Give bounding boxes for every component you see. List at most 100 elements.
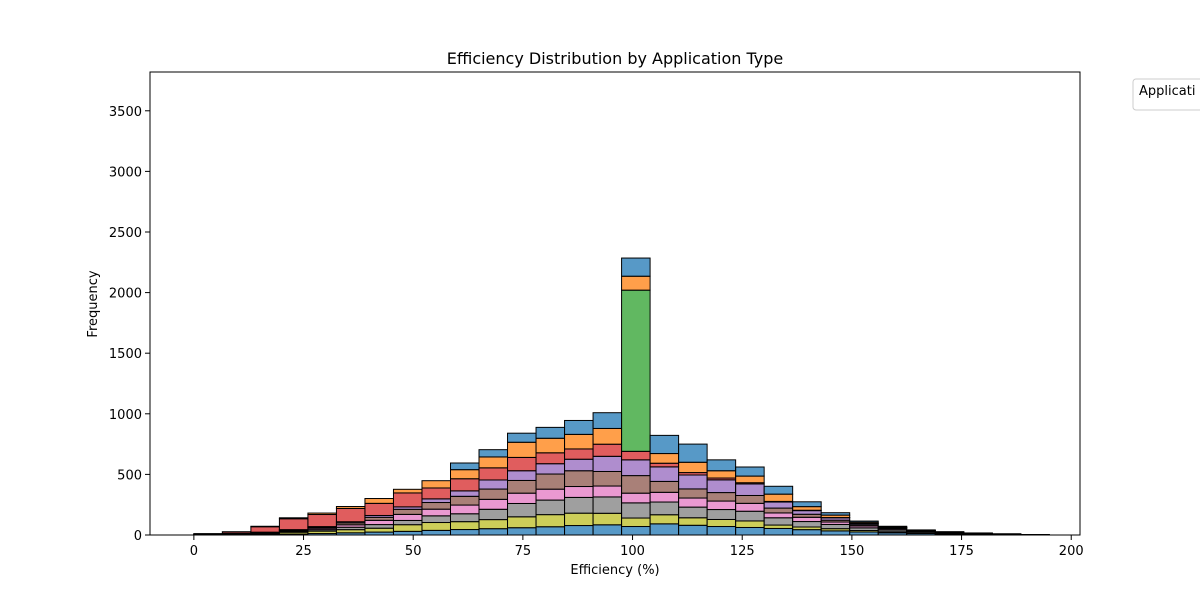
histogram-bar-segment <box>478 498 509 510</box>
histogram-bar-segment <box>421 502 451 510</box>
histogram-bar-segment <box>478 467 509 481</box>
histogram-bar-segment <box>392 492 423 508</box>
histogram-bar-segment <box>535 452 566 465</box>
histogram-bar-segment <box>592 524 623 536</box>
histogram-bar-segment <box>507 441 537 458</box>
histogram-bar-segment <box>678 443 708 463</box>
histogram-bar-segment <box>421 480 451 489</box>
y-tick-label: 3000 <box>109 165 142 180</box>
histogram-bar-segment <box>621 459 651 477</box>
histogram-bar-segment <box>478 528 509 536</box>
histogram-bar-segment <box>392 488 423 494</box>
y-tick-label: 1500 <box>109 347 142 362</box>
histogram-bar-segment <box>763 512 794 519</box>
histogram-bar-segment <box>763 507 794 514</box>
histogram-bar-segment <box>735 475 765 484</box>
plot-area-frame <box>149 71 1081 536</box>
histogram-bar-segment <box>735 483 765 496</box>
histogram-bar-segment <box>763 524 794 529</box>
histogram-bar-segment <box>792 516 822 523</box>
histogram-bar-segment <box>335 506 366 509</box>
histogram-bar-segment <box>478 456 509 469</box>
histogram-bar-segment <box>449 495 480 506</box>
bars-group <box>193 257 1050 536</box>
y-tick-label: 3500 <box>109 105 142 120</box>
histogram-bar-segment <box>649 491 680 503</box>
histogram-bar-segment <box>678 497 708 508</box>
x-tick-label: 50 <box>405 544 422 559</box>
histogram-bar-segment <box>564 486 594 498</box>
y-tick-label: 2500 <box>109 226 142 241</box>
legend-box <box>1132 78 1200 111</box>
y-axis-label: Frequency <box>86 270 101 337</box>
histogram-bar-segment <box>564 525 594 536</box>
histogram-bar-segment <box>364 519 394 526</box>
histogram-bar-segment <box>364 527 394 533</box>
histogram-bar-segment <box>735 494 765 504</box>
histogram-bar-segment <box>649 434 680 455</box>
histogram-bar-segment <box>449 462 480 471</box>
histogram-bar-segment <box>592 443 623 457</box>
histogram-bar-segment <box>763 501 794 509</box>
histogram-bar-segment <box>535 488 566 501</box>
histogram-bar-segment <box>678 488 708 499</box>
histogram-bar-segment <box>478 508 509 521</box>
histogram-bar-segment <box>507 479 537 494</box>
histogram-bar-segment <box>678 474 708 490</box>
histogram-bar-segment <box>250 526 280 533</box>
histogram-bar-segment <box>564 512 594 527</box>
histogram-bar-segment <box>392 530 423 536</box>
legend: Applicati <box>1132 78 1200 111</box>
histogram-bar-segment <box>792 510 822 515</box>
histogram-bar-segment <box>678 524 708 536</box>
histogram-bar-segment <box>364 502 394 516</box>
histogram-bar-segment <box>621 475 651 494</box>
histogram-bar-segment <box>792 501 822 508</box>
y-tick-label: 2000 <box>109 287 142 302</box>
histogram-bar-segment <box>735 520 765 528</box>
x-tick-label: 100 <box>620 544 645 559</box>
histogram-bar-segment <box>820 523 851 530</box>
histogram-bar-segment <box>592 412 623 429</box>
histogram-bar-segment <box>792 521 822 528</box>
histogram-bar-segment <box>706 479 737 494</box>
histogram-bar-segment <box>763 517 794 526</box>
y-tick-label: 500 <box>117 468 142 483</box>
histogram-bar-segment <box>706 500 737 511</box>
histogram-bar-segment <box>364 498 394 504</box>
histogram-bar-segment <box>449 521 480 531</box>
x-axis-label: Efficiency (%) <box>570 563 659 578</box>
histogram-bar-segment <box>507 432 537 443</box>
histogram-bar-segment <box>478 479 509 490</box>
y-tick-label: 1000 <box>109 408 142 423</box>
x-tick-label: 0 <box>190 544 198 559</box>
histogram-bar-segment <box>763 485 794 495</box>
histogram-bar-segment <box>392 524 423 532</box>
histogram-bar-segment <box>735 502 765 512</box>
histogram-bar-segment <box>592 496 623 514</box>
histogram-bar-segment <box>449 529 480 536</box>
histogram-bar-segment <box>421 487 451 500</box>
histogram-bar-segment <box>421 515 451 524</box>
histogram-bar-segment <box>621 526 651 536</box>
histogram-bar-segment <box>763 493 794 502</box>
histogram-bar-segment <box>649 480 680 493</box>
histogram-bar-segment <box>564 458 594 472</box>
histogram-bar-segment <box>335 507 366 523</box>
histogram-bar-segment <box>535 426 566 439</box>
histogram-bar-segment <box>421 508 451 517</box>
histogram-bar-segment <box>507 470 537 481</box>
histogram-bar-segment <box>449 513 480 523</box>
histogram-bar-segment <box>421 529 451 536</box>
legend-title: Applicati <box>1139 84 1195 99</box>
histogram-bar-segment <box>621 289 651 452</box>
x-tick-label: 125 <box>730 544 755 559</box>
x-tick-label: 25 <box>295 544 312 559</box>
histogram-bar-segment <box>507 516 537 529</box>
histogram-bar-segment <box>392 513 423 521</box>
histogram-bar-segment <box>307 514 337 528</box>
histogram-bar-segment <box>592 485 623 498</box>
histogram-bar-segment <box>592 512 623 526</box>
histogram-bar-segment <box>564 496 594 514</box>
